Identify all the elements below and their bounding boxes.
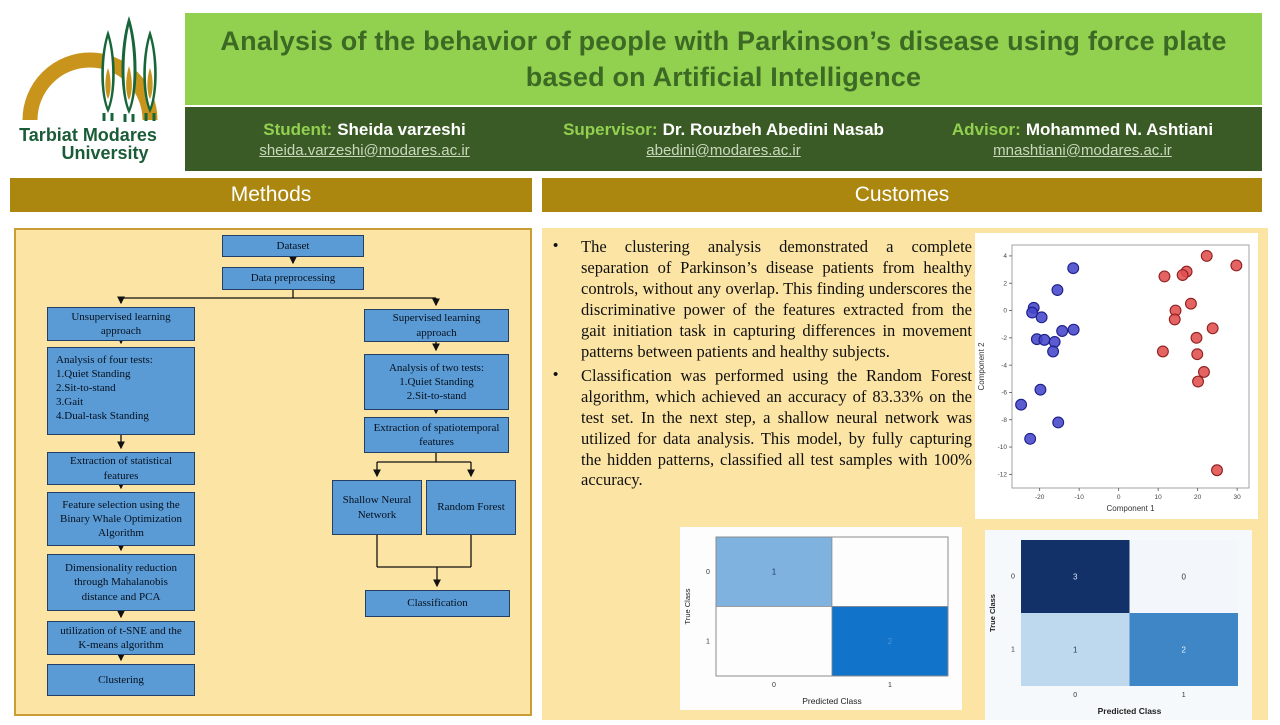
svg-text:2: 2 — [1003, 280, 1007, 287]
poster-title-bar: Analysis of the behavior of people with … — [185, 13, 1262, 105]
flowchart-box-feature-selection: Feature selection using the Binary Whale… — [47, 492, 195, 546]
svg-text:-10: -10 — [1074, 494, 1084, 501]
finding-item: Classification was performed using the R… — [546, 366, 972, 492]
student-name: Sheida varzeshi — [337, 119, 466, 139]
flowchart-box-unsupervised-approach: Unsupervised learning approach — [47, 307, 195, 341]
credit-supervisor: Supervisor: Dr. Rouzbeh Abedini Nasab abe… — [544, 107, 903, 171]
svg-text:-4: -4 — [1001, 362, 1007, 369]
student-role-label: Student: — [263, 119, 333, 139]
svg-text:-8: -8 — [1001, 417, 1007, 424]
finding-item: The clustering analysis demonstrated a c… — [546, 237, 972, 363]
flowchart-box-supervised-approach: Supervised learning approach — [364, 309, 509, 342]
flowchart-box-tsne-kmeans: utilization of t-SNE and the K-means alg… — [47, 621, 195, 655]
bullet-marker — [546, 366, 581, 492]
flowchart-box-clustering: Clustering — [47, 664, 195, 696]
svg-text:-10: -10 — [998, 444, 1008, 451]
confusion-matrix-rf-svg: 1 2 0 1 0 1 Predicted Class True Class — [680, 527, 962, 710]
svg-text:1: 1 — [1073, 645, 1078, 654]
svg-text:1: 1 — [1011, 647, 1015, 654]
svg-text:Component 2: Component 2 — [977, 342, 986, 391]
svg-text:20: 20 — [1194, 494, 1202, 501]
credit-advisor: Advisor: Mohammed N. Ashtiani mnashtiani@… — [903, 107, 1262, 171]
advisor-name: Mohammed N. Ashtiani — [1025, 119, 1214, 139]
university-logo: Tarbiat Modares University — [0, 0, 183, 172]
logo-graphic: Tarbiat Modares University — [19, 16, 158, 163]
svg-text:-12: -12 — [998, 472, 1008, 479]
logo-arch — [22, 52, 158, 121]
svg-text:2: 2 — [888, 637, 893, 646]
svg-text:4: 4 — [1003, 253, 1007, 260]
credit-student: Student: Sheida varzeshi sheida.varzeshi@… — [185, 107, 544, 171]
methods-panel: Dataset Data preprocessing Unsupervised … — [14, 228, 532, 716]
advisor-role-label: Advisor: — [951, 119, 1021, 139]
logo-text-line2: University — [61, 143, 148, 163]
section-header-methods: Methods — [10, 178, 532, 212]
svg-text:10: 10 — [1155, 494, 1163, 501]
svg-text:0: 0 — [1117, 494, 1121, 501]
svg-text:Predicted Class: Predicted Class — [1098, 706, 1162, 716]
finding-text: The clustering analysis demonstrated a c… — [581, 237, 972, 361]
svg-text:0: 0 — [1182, 572, 1187, 581]
svg-text:1: 1 — [706, 638, 710, 645]
svg-text:0: 0 — [1073, 692, 1077, 699]
flowchart-box-statistical-features: Extraction of statistical features — [47, 452, 195, 485]
section-header-customes: Customes — [542, 178, 1262, 212]
svg-text:3: 3 — [1073, 572, 1078, 581]
svg-text:True Class: True Class — [683, 588, 692, 624]
finding-text: Classification was performed using the R… — [581, 365, 972, 490]
flowchart-box-four-tests: Analysis of four tests: 1.Quiet Standing… — [47, 347, 195, 435]
svg-text:0: 0 — [706, 569, 710, 576]
logo-text-line1: Tarbiat Modares — [19, 125, 157, 145]
student-email-link[interactable]: sheida.varzeshi@modares.ac.ir — [259, 141, 470, 159]
svg-text:-20: -20 — [1035, 494, 1045, 501]
cluster-scatter-plot: -20 -10 0 10 20 30 4 2 0 -2 -4 -6 -8 -10 -12 Component … — [975, 233, 1258, 519]
svg-text:0: 0 — [1011, 574, 1015, 581]
flowchart-box-dataset: Dataset — [222, 235, 364, 257]
logo-trees — [101, 16, 157, 122]
results-panel: The clustering analysis demonstrated a c… — [542, 228, 1268, 720]
svg-text:1: 1 — [772, 568, 777, 577]
confusion-matrix-random-forest: 1 2 0 1 0 1 Predicted Class True Class — [680, 527, 962, 710]
flowchart-box-spatiotemporal-features: Extraction of spatiotemporal features — [364, 417, 509, 453]
svg-text:Component 1: Component 1 — [1106, 504, 1155, 513]
svg-text:1: 1 — [888, 682, 892, 689]
findings-list: The clustering analysis demonstrated a c… — [546, 237, 972, 494]
svg-text:-2: -2 — [1001, 335, 1007, 342]
svg-text:30: 30 — [1234, 494, 1242, 501]
svg-text:True Class: True Class — [988, 594, 997, 632]
svg-text:Predicted Class: Predicted Class — [802, 696, 862, 706]
supervisor-name: Dr. Rouzbeh Abedini Nasab — [662, 119, 884, 139]
flowchart-box-random-forest: Random Forest — [426, 480, 516, 535]
scatter-plot-svg: -20 -10 0 10 20 30420-2-4-6-8-10-12Component … — [975, 233, 1258, 519]
svg-text:2: 2 — [1182, 645, 1187, 654]
flowchart-box-classification: Classification — [365, 590, 510, 617]
flowchart-box-two-tests: Analysis of two tests: 1.Quiet Standing … — [364, 354, 509, 410]
flowchart-box-dimensionality-reduction: Dimensionality reduction through Mahalan… — [47, 554, 195, 611]
svg-text:1: 1 — [1182, 692, 1186, 699]
supervisor-email-link[interactable]: abedini@modares.ac.ir — [646, 141, 801, 159]
svg-text:0: 0 — [1003, 308, 1007, 315]
bullet-marker — [546, 237, 581, 363]
supervisor-role-label: Supervisor: — [563, 119, 658, 139]
advisor-email-link[interactable]: mnashtiani@modares.ac.ir — [993, 141, 1172, 159]
svg-text:-6: -6 — [1001, 390, 1007, 397]
svg-text:0: 0 — [772, 682, 776, 689]
flowchart-box-shallow-neural-network: Shallow Neural Network — [332, 480, 422, 535]
poster-title: Analysis of the behavior of people with … — [220, 25, 1227, 92]
confusion-matrix-neural-network: 3 0 1 2 0 1 0 1 Predicted Class True Class — [985, 530, 1252, 720]
credits-bar: Student: Sheida varzeshi sheida.varzeshi@… — [185, 107, 1262, 171]
confusion-matrix-nn-svg: 3 0 1 2 0 1 0 1 Predicted Class True Class — [985, 530, 1252, 720]
flowchart-box-data-preprocessing: Data preprocessing — [222, 267, 364, 290]
